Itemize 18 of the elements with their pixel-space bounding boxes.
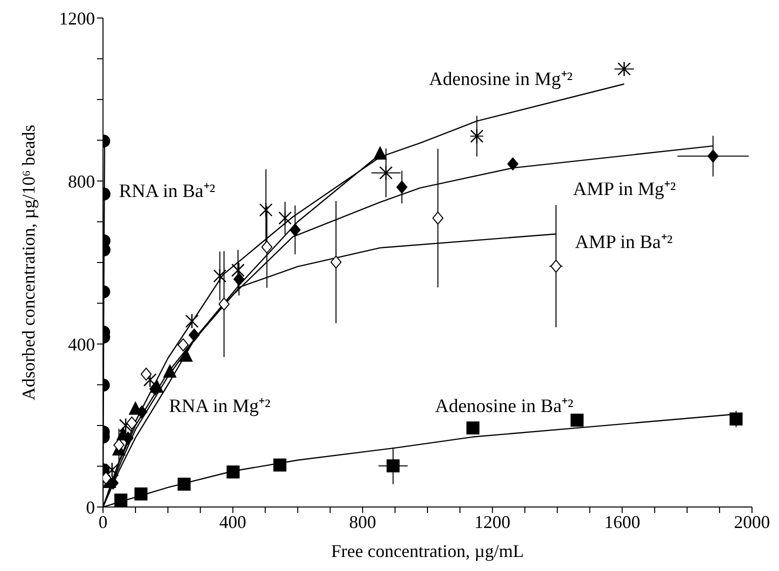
y-tick-label: 0 bbox=[86, 497, 95, 518]
y-tick-label: 400 bbox=[68, 334, 95, 354]
x-tick-label: 1200 bbox=[474, 512, 510, 532]
annotation: RNA in Mg⁺² bbox=[169, 396, 271, 417]
x-tick-label: 1600 bbox=[604, 512, 640, 532]
y-axis-title: Adsorbed concentration, µg/10⁶ beads bbox=[18, 124, 38, 400]
x-axis-title: Free concentration, µg/mL bbox=[331, 541, 524, 561]
annotation: Adenosine in Ba⁺² bbox=[435, 396, 574, 417]
x-tick-label: 2000 bbox=[734, 512, 770, 532]
x-tick-label: 0 bbox=[98, 512, 108, 532]
x-tick-label: 800 bbox=[349, 512, 376, 532]
annotation: AMP in Ba⁺² bbox=[575, 232, 673, 253]
annotation: Adenosine in Mg⁺² bbox=[429, 69, 573, 90]
annotation: RNA in Ba⁺² bbox=[119, 181, 216, 202]
annotation: AMP in Mg⁺² bbox=[573, 179, 676, 200]
x-tick-label: 400 bbox=[219, 512, 246, 532]
y-tick-label: 800 bbox=[68, 171, 95, 192]
y-tick-label: 1200 bbox=[59, 8, 95, 28]
